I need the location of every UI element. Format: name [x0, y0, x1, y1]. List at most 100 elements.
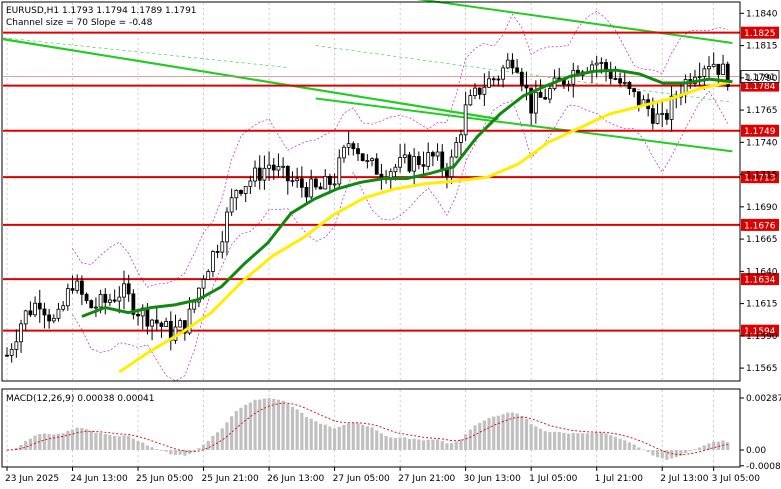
macd-histogram-bar: [726, 442, 730, 450]
price-tick-label: 1.1790: [746, 74, 778, 84]
macd-histogram-bar: [567, 433, 571, 450]
macd-histogram-bar: [487, 418, 491, 450]
price-panel-border: [1, 1, 741, 382]
macd-histogram-bar: [576, 433, 580, 450]
macd-histogram-bar: [407, 438, 412, 450]
macd-histogram-bar: [595, 432, 599, 450]
macd-tick-label: -0.00087: [746, 462, 781, 472]
time-tick-label: 30 Jun 13:00: [464, 474, 521, 484]
macd-signal-line: [6, 402, 728, 456]
candle-body: [477, 87, 482, 95]
macd-histogram-bar: [688, 450, 692, 452]
macd-histogram-bar: [454, 441, 458, 450]
candle-body: [416, 156, 421, 166]
macd-histogram-bar: [159, 450, 164, 451]
candle-body: [290, 180, 295, 183]
macd-histogram-bar: [220, 428, 224, 450]
candle-body: [201, 279, 206, 289]
candle-body: [622, 81, 627, 84]
candle-body: [566, 83, 571, 86]
candle-body: [487, 78, 491, 88]
candle-body: [669, 95, 674, 120]
candle-body: [19, 323, 23, 343]
macd-histogram-bar: [375, 430, 379, 450]
macd-histogram-bar: [707, 443, 711, 450]
channel-line: [315, 97, 733, 153]
candle-body: [543, 96, 548, 100]
time-tick-label: 27 Jun 21:00: [398, 474, 455, 484]
candle-body: [243, 185, 248, 194]
macd-histogram-bar: [173, 450, 178, 455]
candle-body: [435, 151, 440, 157]
macd-histogram-bar: [127, 435, 131, 450]
candle-body: [79, 280, 84, 295]
candle-body: [103, 293, 108, 303]
candle-body: [510, 59, 515, 69]
macd-histogram-bar: [267, 398, 271, 450]
macd-histogram-bar: [627, 442, 632, 450]
macd-histogram-bar: [669, 450, 674, 459]
candle-body: [351, 143, 356, 150]
macd-histogram-bar: [478, 422, 482, 450]
channel-line: [416, 0, 733, 44]
price-levels: 1.1825 1.1784 1.1749 1.1713 1.1676 1.1634 1.15…: [3, 26, 780, 337]
macd-histogram-bar: [464, 434, 468, 450]
macd-histogram-bar: [342, 424, 346, 450]
candle-body: [28, 310, 33, 316]
macd-histogram-bar: [99, 432, 103, 450]
macd-histogram-bar: [435, 439, 440, 450]
candle-body: [594, 62, 599, 66]
macd-histogram-bar: [286, 403, 290, 450]
time-tick-label: 27 Jun 05:00: [333, 474, 390, 484]
candle-body: [599, 62, 604, 64]
price-tick-label: 1.1615: [746, 300, 778, 310]
candle-body: [211, 251, 215, 272]
candle-body: [229, 197, 234, 213]
level-price-label: 1.1634: [744, 276, 776, 286]
candle-body: [505, 59, 510, 69]
macd-histogram-bar: [14, 447, 18, 450]
macd-histogram-bar: [61, 433, 65, 450]
candle-body: [697, 76, 702, 78]
candle-body: [360, 153, 365, 161]
price-tick-label: 1.1640: [746, 267, 778, 277]
macd-histogram-bar: [141, 442, 145, 450]
macd-histogram-bar: [426, 439, 430, 450]
candle-body: [281, 165, 286, 168]
level-price-label: 1.1825: [744, 29, 776, 39]
candle-body: [374, 158, 379, 175]
macd-histogram-bar: [272, 398, 276, 450]
candle-body: [239, 189, 243, 194]
macd-histogram-bar: [75, 427, 79, 450]
candle-body: [342, 146, 346, 159]
macd-histogram-bar: [552, 431, 557, 450]
candle-body: [613, 78, 618, 80]
macd-histogram-bar: [38, 434, 42, 450]
macd-histogram-bar: [323, 424, 327, 450]
macd-histogram-bar: [496, 415, 500, 450]
macd-histogram-bar: [543, 431, 547, 450]
macd-histogram-bar: [623, 440, 627, 450]
macd-histogram-bar: [581, 433, 585, 450]
macd-histogram-bar: [609, 435, 613, 450]
candle-body: [454, 142, 459, 158]
candle-body: [267, 164, 271, 169]
macd-histogram-bar: [42, 433, 47, 450]
macd-histogram-bar: [613, 436, 617, 450]
macd-histogram-bar: [253, 399, 257, 450]
level-price-tag: [741, 124, 779, 137]
macd-histogram-bar: [290, 406, 295, 450]
candle-body: [126, 283, 131, 295]
macd-histogram-bar: [66, 430, 70, 450]
macd-histogram-bar: [155, 449, 159, 450]
candle-body: [482, 86, 487, 95]
candle-body: [295, 178, 300, 182]
candle-body: [496, 78, 501, 81]
macd-histogram-bar: [300, 412, 304, 450]
macd-histogram-bar: [482, 420, 486, 450]
candle-body: [206, 271, 211, 280]
macd-histogram-bar: [403, 437, 407, 450]
macd-histogram-bar: [131, 438, 135, 450]
candle-body: [276, 166, 281, 171]
